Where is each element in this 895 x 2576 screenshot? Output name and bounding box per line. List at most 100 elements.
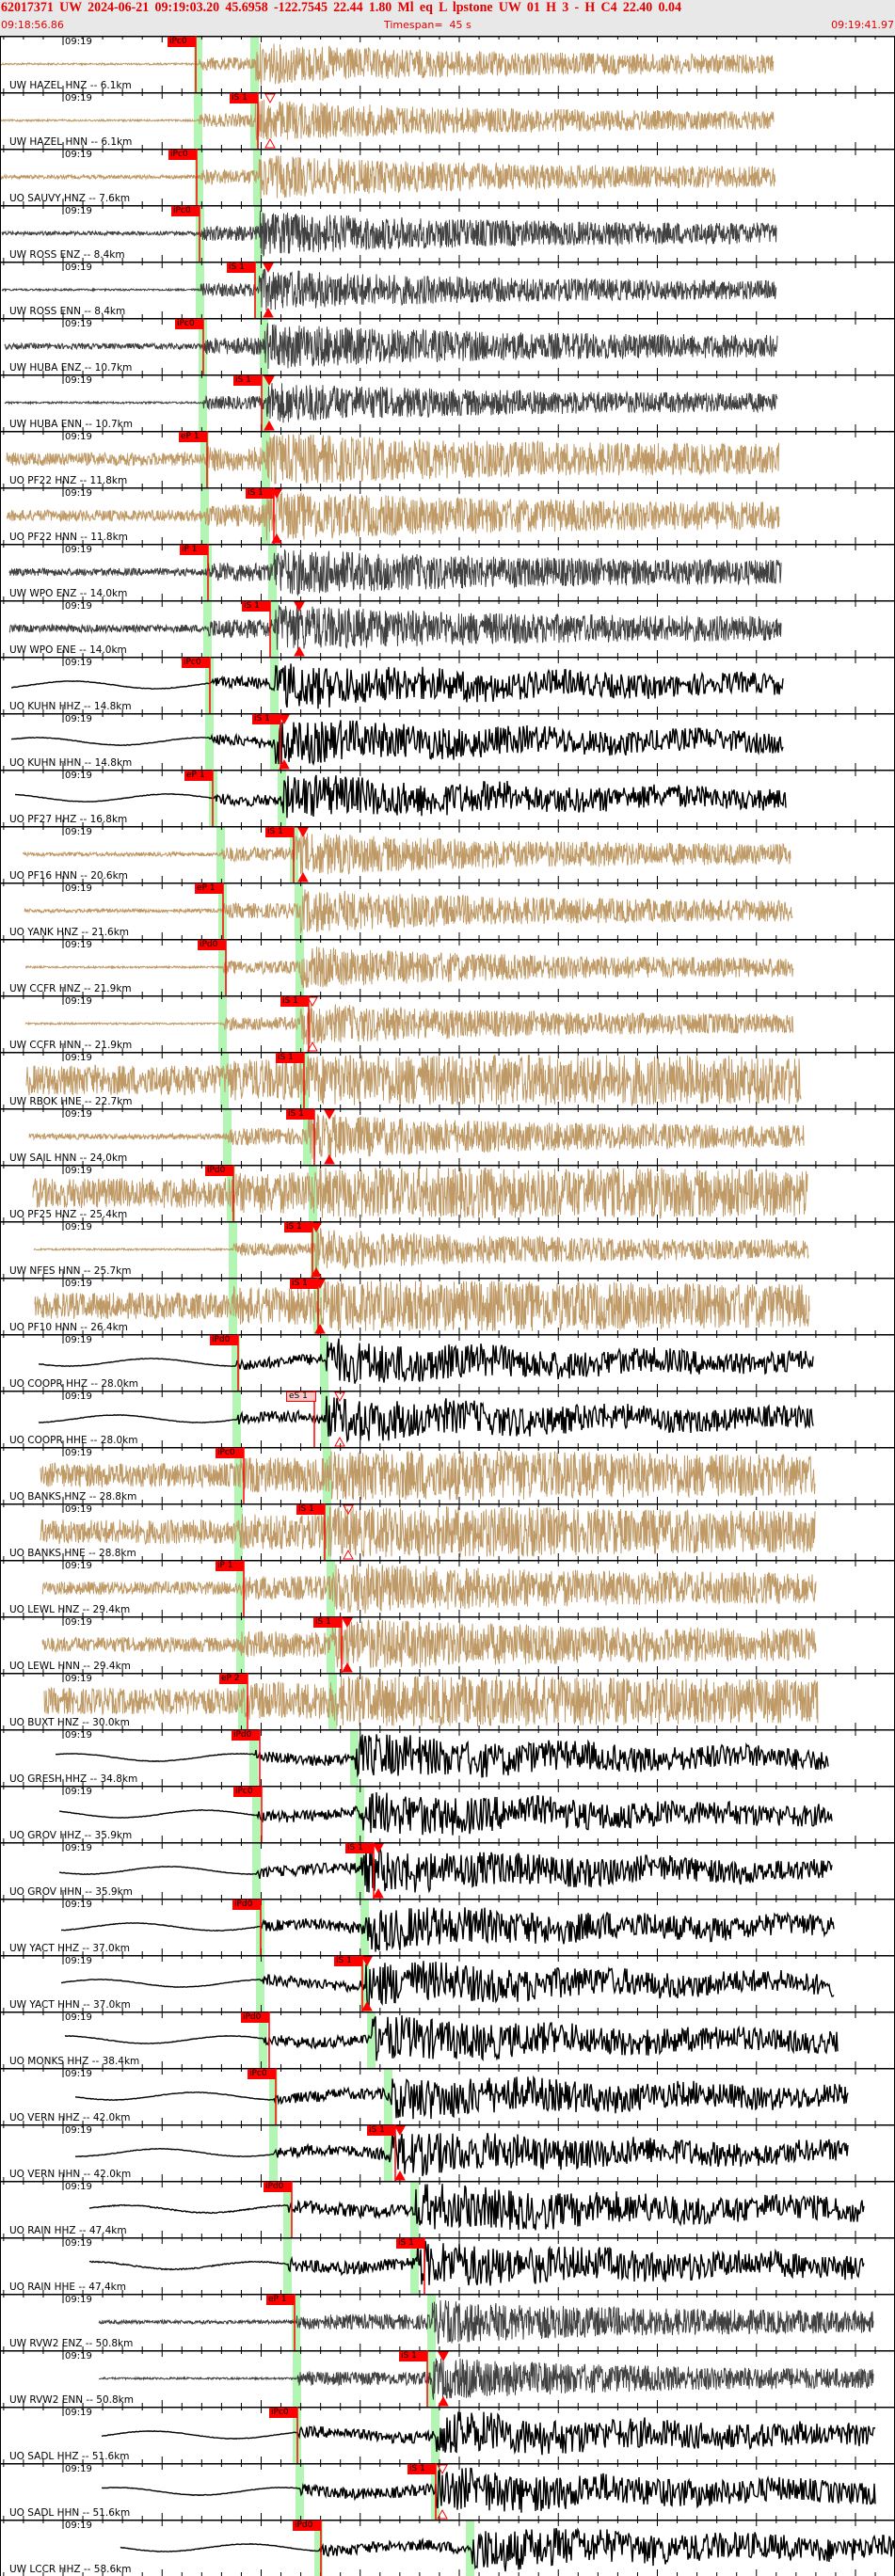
amplitude-triangle-down-icon[interactable] [307, 996, 318, 1008]
trace-row-16[interactable]: 09:19 UW CCFR HNZ -- 21.9km iPd0 [0, 939, 895, 995]
waveform-plot[interactable] [0, 36, 895, 92]
phase-pick-label[interactable]: iS 1 [227, 262, 255, 273]
amplitude-triangle-down-icon[interactable] [361, 1956, 373, 1967]
amplitude-triangle-up-icon[interactable] [342, 1662, 353, 1673]
phase-pick-label[interactable]: iS 1 [345, 1843, 374, 1853]
phase-pick-label[interactable]: iS 1 [284, 1222, 312, 1232]
amplitude-triangle-up-icon[interactable] [279, 758, 290, 770]
waveform-plot[interactable] [0, 713, 895, 770]
phase-pick-label[interactable]: iS 1 [290, 1279, 318, 1289]
trace-row-41[interactable]: 09:19 UW RVW2 ENN -- 50.8km iS 1 [0, 2350, 895, 2407]
trace-row-37[interactable]: 09:19 UO VERN HHN -- 42.0km iS 1 [0, 2124, 895, 2181]
waveform-plot[interactable] [0, 1108, 895, 1165]
amplitude-triangle-down-icon[interactable] [438, 2351, 449, 2362]
phase-pick-label[interactable]: iPc0 [175, 319, 203, 329]
phase-pick-label[interactable]: iPd0 [232, 1730, 260, 1741]
trace-row-14[interactable]: 09:19 UO PF16 HNN -- 20.6km iS 1 [0, 826, 895, 883]
amplitude-triangle-up-icon[interactable] [297, 871, 309, 883]
waveform-plot[interactable] [0, 1842, 895, 1899]
phase-pick-label[interactable]: eP 1 [184, 771, 213, 781]
amplitude-triangle-up-icon[interactable] [294, 645, 305, 657]
phase-pick-label[interactable]: iPd0 [293, 2520, 321, 2531]
phase-pick-label[interactable]: iS 1 [252, 714, 280, 724]
amplitude-triangle-down-icon[interactable] [297, 827, 309, 838]
phase-pick-label[interactable]: eS 1 [286, 1391, 316, 1402]
trace-row-15[interactable]: 09:19 UO YANK HNZ -- 21.6km eP 1 [0, 883, 895, 939]
amplitude-triangle-down-icon[interactable] [294, 601, 305, 612]
amplitude-triangle-up-icon[interactable] [394, 2170, 406, 2181]
phase-pick-label[interactable]: iPc0 [233, 1787, 262, 1797]
amplitude-triangle-up-icon[interactable] [271, 533, 282, 544]
trace-row-5[interactable]: 09:19 UW HUBA ENZ -- 10.7km iPc0 [0, 318, 895, 374]
waveform-plot[interactable] [0, 600, 895, 657]
waveform-plot[interactable] [0, 2237, 895, 2294]
trace-row-7[interactable]: 09:19 UO PF22 HNZ -- 11.8km eP 1 [0, 431, 895, 487]
phase-pick-label[interactable]: iPc0 [248, 2069, 276, 2079]
waveform-plot[interactable] [0, 939, 895, 995]
phase-pick-label[interactable]: iPc0 [168, 37, 196, 47]
phase-pick-label[interactable]: iS 1 [396, 2238, 424, 2249]
waveform-plot[interactable] [0, 883, 895, 939]
phase-pick-label[interactable]: iPc0 [269, 2408, 297, 2418]
phase-pick-label[interactable]: eP 1 [179, 432, 207, 442]
waveform-plot[interactable] [0, 2463, 895, 2520]
trace-row-31[interactable]: 09:19 UO GROV HHZ -- 35.9km iPc0 [0, 1786, 895, 1842]
phase-pick-label[interactable]: iPd0 [241, 2012, 269, 2023]
waveform-plot[interactable] [0, 770, 895, 826]
waveform-plot[interactable] [0, 544, 895, 600]
waveform-plot[interactable] [0, 657, 895, 713]
waveform-plot[interactable] [0, 149, 895, 205]
trace-row-30[interactable]: 09:19 UO GRESH HHZ -- 34.8km iPd0 [0, 1729, 895, 1786]
amplitude-triangle-up-icon[interactable] [361, 2000, 373, 2012]
waveform-plot[interactable] [0, 2124, 895, 2181]
phase-pick-label[interactable]: iS 1 [242, 601, 270, 612]
trace-row-8[interactable]: 09:19 UO PF22 HNN -- 11.8km iS 1 [0, 487, 895, 544]
phase-pick-label[interactable]: iPd0 [232, 1900, 261, 1910]
trace-row-38[interactable]: 09:19 UO RAIN HHZ -- 47.4km iPd0 [0, 2181, 895, 2237]
trace-row-23[interactable]: 09:19 UO COOPR HHZ -- 28.0km iPd0 [0, 1334, 895, 1391]
amplitude-triangle-up-icon[interactable] [311, 1266, 322, 1278]
waveform-plot[interactable] [0, 1278, 895, 1334]
trace-row-43[interactable]: 09:19 UO SADL HHN -- 51.6km iS 1 [0, 2463, 895, 2520]
trace-row-26[interactable]: 09:19 UO BANKS HNE -- 28.8km iS 1 [0, 1503, 895, 1560]
phase-pick-label[interactable]: iS 1 [265, 827, 294, 837]
trace-row-17[interactable]: 09:19 UW CCFR HNN -- 21.9km iS 1 [0, 995, 895, 1052]
waveform-plot[interactable] [0, 1899, 895, 1955]
phase-pick-label[interactable]: iS 1 [367, 2125, 395, 2136]
phase-pick-label[interactable]: iP 1 [180, 545, 208, 555]
phase-pick-label[interactable]: iPd0 [264, 2182, 292, 2192]
waveform-plot[interactable] [0, 1616, 895, 1673]
amplitude-triangle-down-icon[interactable] [373, 1843, 384, 1854]
waveform-plot[interactable] [0, 1786, 895, 1842]
trace-row-4[interactable]: 09:19 UW ROSS ENN -- 8.4km iS 1 [0, 262, 895, 318]
waveform-plot[interactable] [0, 1560, 895, 1616]
waveform-plot[interactable] [0, 1334, 895, 1391]
trace-row-34[interactable]: 09:19 UW YACT HHN -- 37.0km iS 1 [0, 1955, 895, 2012]
trace-row-22[interactable]: 09:19 UO PF10 HNN -- 26.4km iS 1 [0, 1278, 895, 1334]
amplitude-triangle-down-icon[interactable] [437, 2464, 448, 2475]
trace-row-1[interactable]: 09:19 UW HAZEL HNN -- 6.1km iS 1 [0, 92, 895, 149]
phase-pick-label[interactable]: iS 1 [408, 2464, 436, 2474]
waveform-plot[interactable] [0, 2294, 895, 2350]
waveform-plot[interactable] [0, 1052, 895, 1108]
waveform-plot[interactable] [0, 431, 895, 487]
waveform-plot[interactable] [0, 92, 895, 149]
waveform-plot[interactable] [0, 1673, 895, 1729]
trace-row-11[interactable]: 09:19 UO KUHN HHZ -- 14.8km iPc0 [0, 657, 895, 713]
trace-row-25[interactable]: 09:19 UO BANKS HNZ -- 28.8km iPc0 [0, 1447, 895, 1503]
phase-pick-label[interactable]: eP 1 [195, 883, 223, 894]
trace-row-6[interactable]: 09:19 UW HUBA ENN -- 10.7km iS 1 [0, 374, 895, 431]
trace-row-36[interactable]: 09:19 UO VERN HHZ -- 42.0km iPc0 [0, 2068, 895, 2124]
phase-pick-label[interactable]: iS 1 [233, 375, 262, 386]
trace-row-40[interactable]: 09:19 UW RVW2 ENZ -- 50.8km eP 1 [0, 2294, 895, 2350]
waveform-plot[interactable] [0, 826, 895, 883]
waveform-plot[interactable] [0, 995, 895, 1052]
trace-row-27[interactable]: 09:19 UO LEWL HNZ -- 29.4km iP 1 [0, 1560, 895, 1616]
trace-row-39[interactable]: 09:19 UO RAIN HHE -- 47.4km iS 1 [0, 2237, 895, 2294]
waveform-plot[interactable] [0, 1503, 895, 1560]
phase-pick-label[interactable]: iPc0 [171, 206, 200, 216]
phase-pick-label[interactable]: iPd0 [210, 1335, 238, 1345]
amplitude-triangle-down-icon[interactable] [324, 1109, 335, 1121]
trace-row-44[interactable]: 09:19 UW LCCR HHZ -- 58.6km iPd0 [0, 2520, 895, 2576]
waveform-plot[interactable] [0, 2181, 895, 2237]
